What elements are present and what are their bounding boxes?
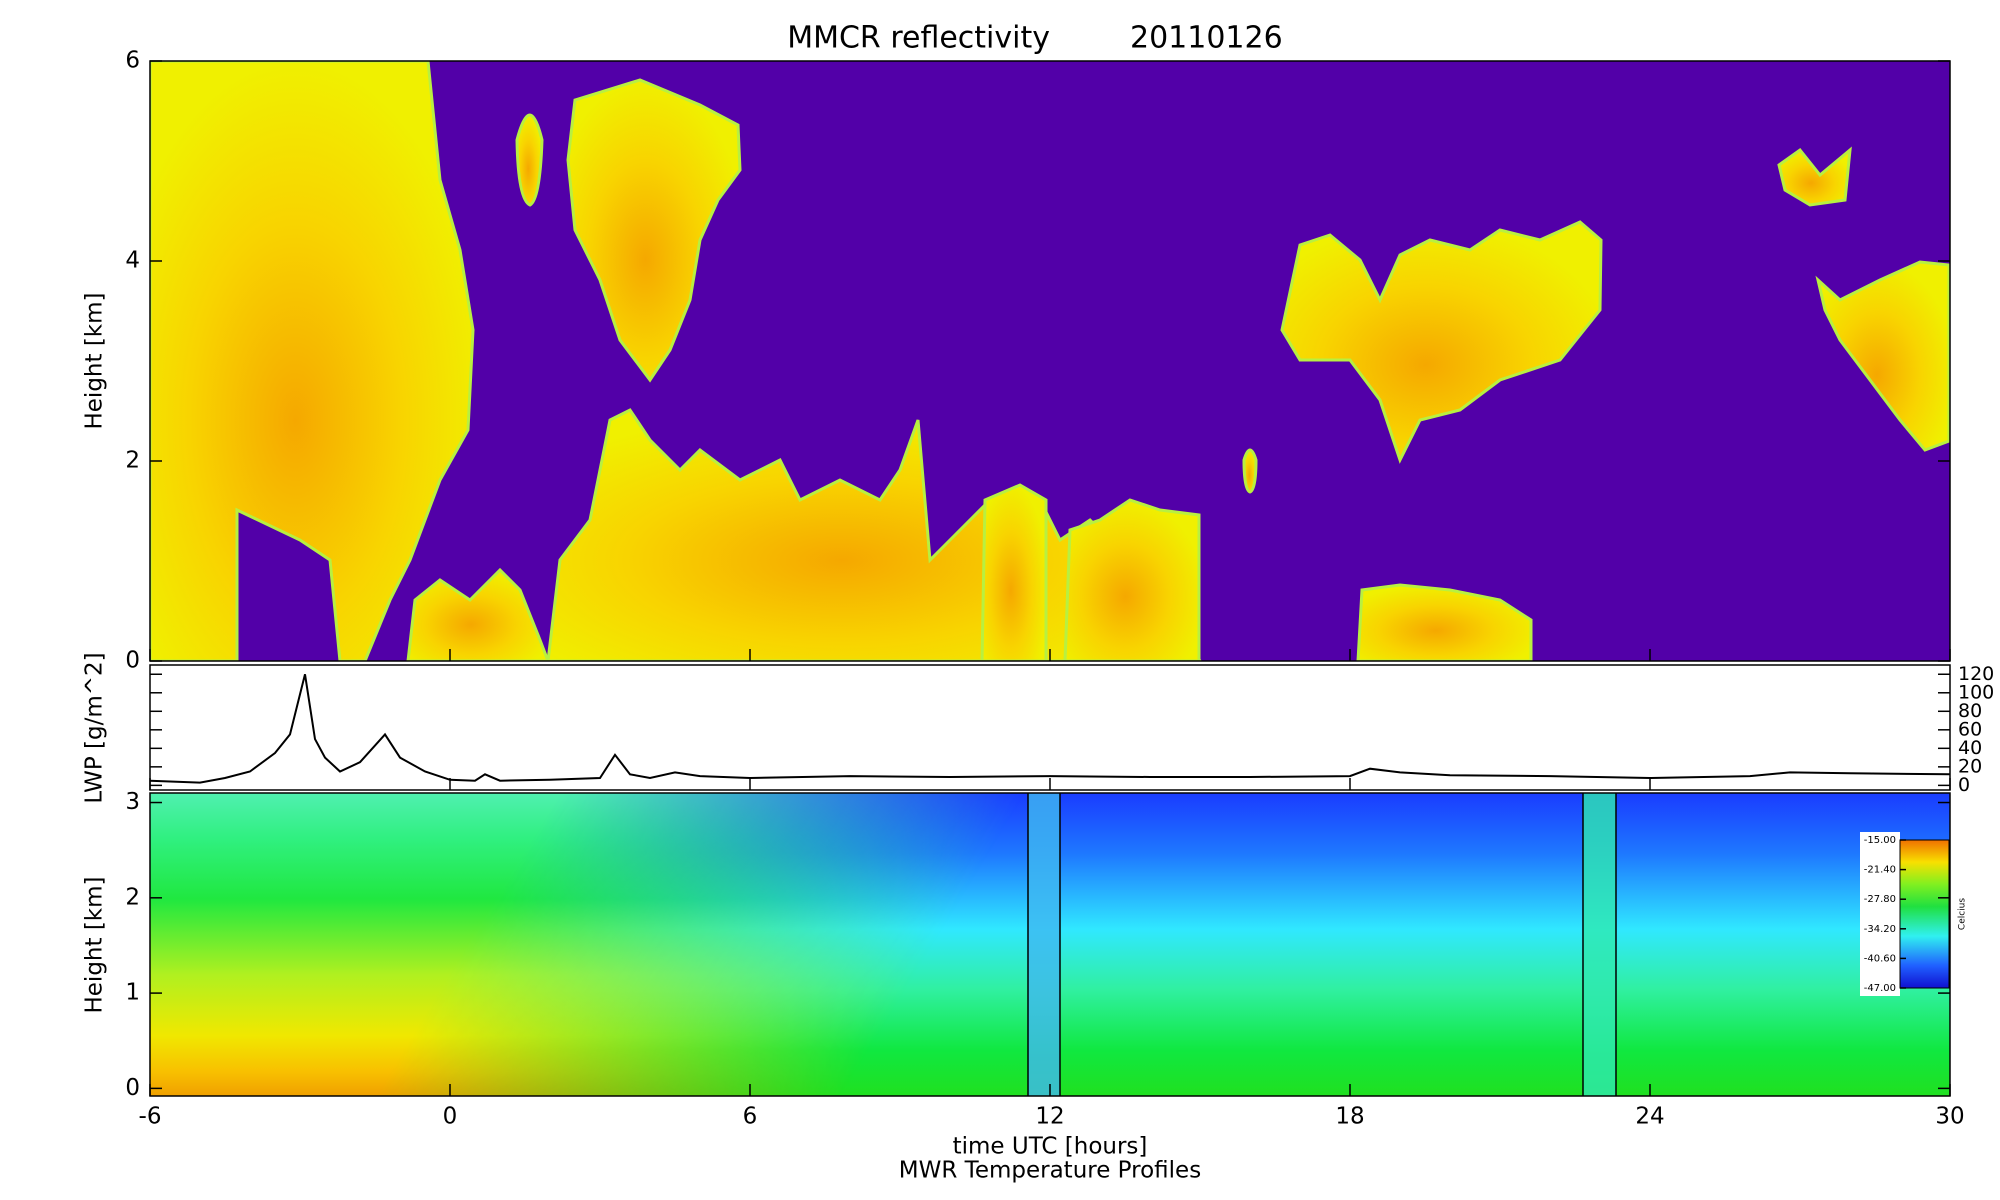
y-tick-label: 20 — [1958, 755, 1982, 777]
y-tick-label: 120 — [1958, 663, 1994, 685]
y-axis-label: LWP [g/m^2] — [82, 652, 108, 803]
y-tick-label: 2 — [125, 448, 140, 474]
x-axis-label: time UTC [hours] — [953, 1134, 1148, 1160]
colorbar-tick-label: -15.00 — [1864, 835, 1896, 846]
y-tick-label: 6 — [125, 48, 140, 74]
x-tick-label: 18 — [1335, 1104, 1364, 1130]
temperature-field — [150, 793, 1950, 1096]
chart-date: 20110126 — [1130, 21, 1283, 56]
y-tick-label: 2 — [125, 884, 140, 910]
y-tick-label: 0 — [125, 648, 140, 674]
colorbar-tick-label: -21.40 — [1864, 865, 1896, 876]
y-tick-label: 0 — [125, 1075, 140, 1101]
caption: MWR Temperature Profiles — [899, 1158, 1201, 1184]
x-tick-label: 24 — [1635, 1104, 1664, 1130]
y-axis-label: Height [km] — [82, 876, 108, 1013]
colorbar-tick-label: -34.20 — [1864, 924, 1896, 935]
colorbar-label: Celcius — [1958, 898, 1968, 930]
y-tick-label: 100 — [1958, 681, 1994, 703]
y-tick-label: 40 — [1958, 737, 1982, 759]
x-tick-label: 30 — [1935, 1104, 1964, 1130]
x-tick-label: 12 — [1035, 1104, 1064, 1130]
panel-frame — [149, 664, 1951, 791]
lwp-line — [149, 674, 1951, 784]
y-tick-label: 0 — [1958, 774, 1970, 796]
x-tick-label: -6 — [139, 1104, 162, 1130]
y-tick-label: 1 — [125, 980, 140, 1006]
x-tick-label: 0 — [443, 1104, 458, 1130]
colorbar-tick-label: -40.60 — [1864, 953, 1896, 964]
colorbar-tick-label: -27.80 — [1864, 894, 1896, 905]
y-tick-label: 60 — [1958, 718, 1982, 740]
colorbar-tick-label: -47.00 — [1864, 983, 1896, 994]
x-tick-label: 6 — [743, 1104, 758, 1130]
y-tick-label: 3 — [125, 789, 140, 815]
y-axis-label: Height [km] — [82, 292, 108, 429]
y-tick-label: 80 — [1958, 700, 1982, 722]
y-tick-label: 4 — [125, 248, 140, 274]
reflectivity-field — [150, 61, 1950, 661]
chart-title: MMCR reflectivity — [787, 21, 1050, 56]
